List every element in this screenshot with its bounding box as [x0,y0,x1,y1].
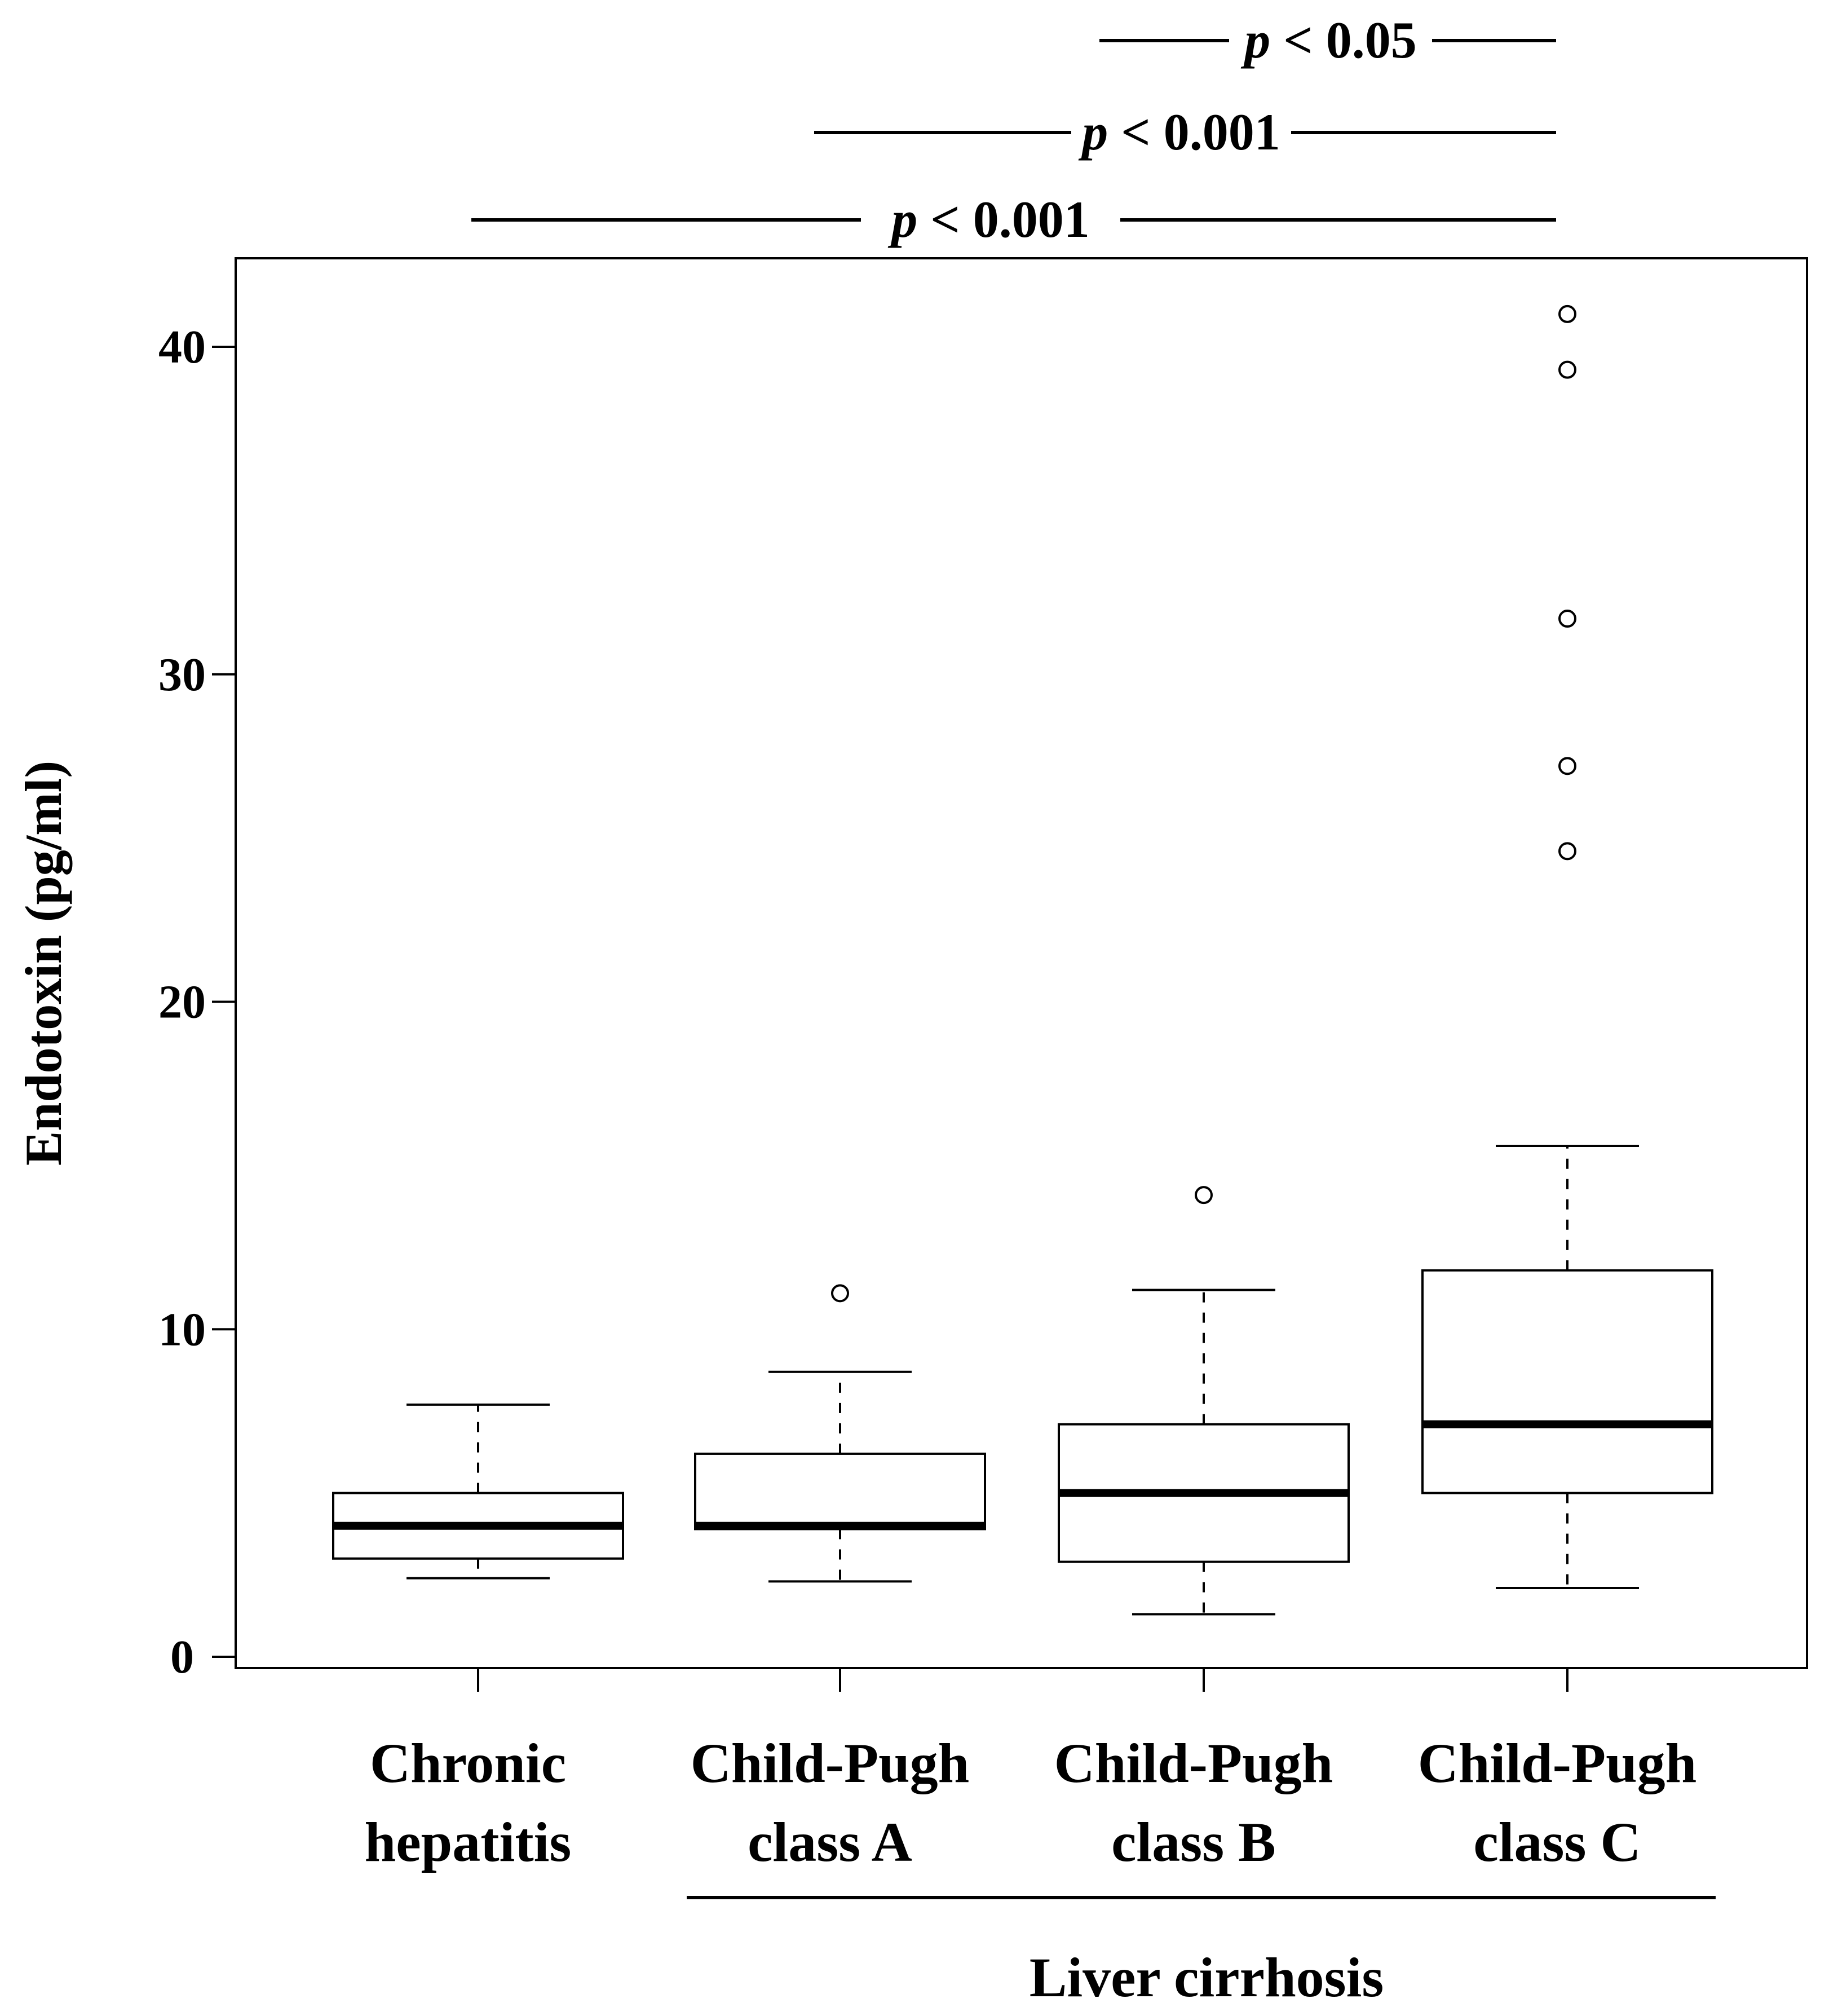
outlier-point [1558,360,1576,379]
iqr-box [1421,1269,1713,1494]
group-label-liver-cirrhosis: Liver cirrhosis [1030,1946,1384,2009]
outlier-point [1558,842,1576,861]
iqr-box [694,1452,986,1530]
y-tick-label: 0 [170,1631,194,1683]
y-tick-label: 10 [158,1303,206,1356]
outlier-point [1558,610,1576,628]
plot-frame [235,257,1808,1669]
x-category-label-line2: hepatitis [365,1811,572,1873]
significance-label: p < 0.05 [1240,11,1416,69]
y-axis-title: Endotoxin (pg/ml) [15,761,72,1166]
x-category-label-line2: class C [1473,1811,1641,1873]
x-category-label-line1: Child-Pugh [691,1732,970,1794]
outlier-point [1195,1186,1213,1205]
significance-label: p < 0.001 [1078,103,1280,161]
x-category-label-line1: Child-Pugh [1418,1732,1697,1794]
x-category-label-line2: class B [1111,1811,1276,1873]
x-category-label-line2: class A [748,1811,912,1873]
outlier-point [1558,305,1576,323]
y-tick-label: 20 [158,976,206,1029]
outlier-point [831,1284,849,1303]
x-category-label-line1: Chronic [370,1732,566,1794]
y-tick-label: 40 [158,321,206,373]
x-category-label-line1: Child-Pugh [1054,1732,1333,1794]
y-tick-label: 30 [158,649,206,701]
outlier-point [1558,757,1576,775]
significance-label: p < 0.001 [887,191,1089,248]
